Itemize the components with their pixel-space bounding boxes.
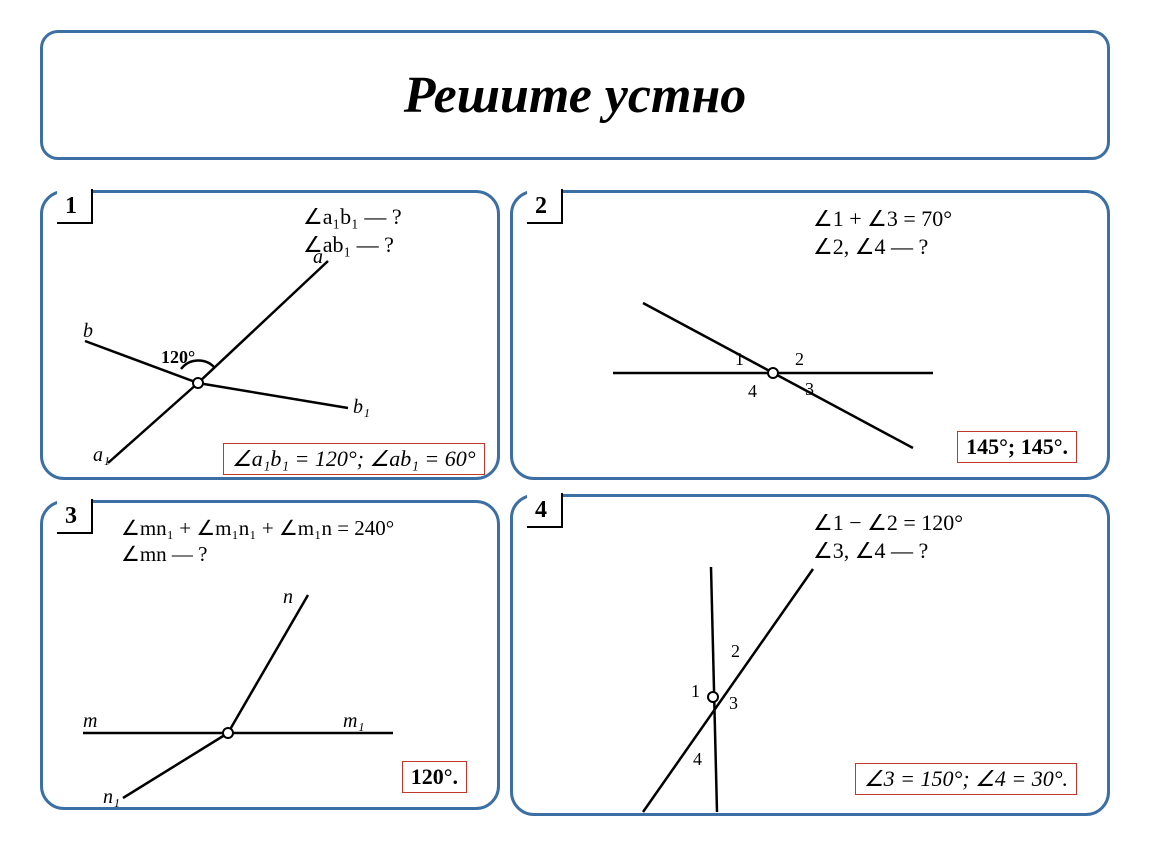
angle-label: 120° — [161, 347, 195, 367]
angle-num: 3 — [729, 693, 738, 713]
ray-label: b₁ — [353, 396, 370, 418]
answer-box: 145°; 145°. — [957, 431, 1077, 463]
ray-label: m₁ — [343, 710, 364, 732]
angle-num: 2 — [795, 349, 804, 369]
title-box: Решите устно — [40, 30, 1110, 160]
angle-num: 4 — [693, 749, 702, 769]
angle-num: 2 — [731, 641, 740, 661]
problem-panel-3: 3 ∠mn₁ + ∠m₁n₁ + ∠m₁n = 240° ∠mn — ? m m… — [40, 500, 500, 810]
answer-box: ∠a₁b₁ = 120°; ∠ab₁ = 60° — [223, 443, 485, 475]
problem-panel-4: 4 ∠1 − ∠2 = 120° ∠3, ∠4 — ? 1 2 3 4 ∠3 =… — [510, 494, 1110, 816]
angle-num: 3 — [805, 379, 814, 399]
ray-label: n₁ — [103, 786, 120, 808]
angle-num: 4 — [748, 381, 757, 401]
page-title: Решите устно — [404, 66, 747, 125]
problem-panel-2: 2 ∠1 + ∠3 = 70° ∠2, ∠4 — ? 1 2 3 4 145°;… — [510, 190, 1110, 480]
answer-box: ∠3 = 150°; ∠4 = 30°. — [855, 763, 1077, 795]
diagram-1: a b b₁ a₁ 120° — [43, 193, 503, 483]
ray-label: b — [83, 320, 93, 342]
problem-panel-1: 1 ∠a₁b₁ — ? ∠ab₁ — ? a b b₁ a₁ 120° ∠a₁b… — [40, 190, 500, 480]
ray-label: m — [83, 710, 97, 732]
answer-box: 120°. — [402, 761, 467, 793]
angle-num: 1 — [691, 681, 700, 701]
ray-label: a₁ — [93, 444, 110, 466]
ray-label: n — [283, 586, 293, 608]
ray-label: a — [313, 246, 323, 268]
angle-num: 1 — [735, 349, 744, 369]
